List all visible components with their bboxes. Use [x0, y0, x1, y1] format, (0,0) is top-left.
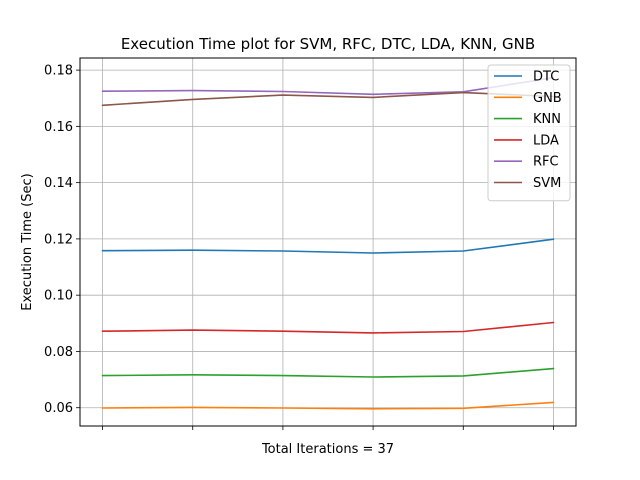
y-tick-label: 0.10: [44, 289, 73, 304]
series-lines: [101, 76, 555, 410]
legend-label: KNN: [533, 112, 561, 127]
legend-label: GNB: [533, 91, 562, 106]
y-axis-ticks: 0.06 0.08 0.10 0.12 0.14 0.16 0.18: [44, 64, 80, 416]
legend-box: [487, 64, 571, 202]
y-tick-label: 0.18: [44, 64, 73, 79]
series-line-dtc: [101, 238, 555, 254]
legend-label: LDA: [533, 133, 559, 148]
y-tick-label: 0.08: [44, 345, 73, 360]
y-tick-label: 0.12: [44, 232, 73, 247]
chart-title: Execution Time plot for SVM, RFC, DTC, L…: [121, 35, 535, 53]
plot-frame: [79, 57, 577, 427]
series-line-gnb: [101, 401, 555, 410]
legend-label: SVM: [533, 176, 561, 191]
y-axis-label: Execution Time (Sec): [20, 173, 35, 310]
series-line-knn: [101, 367, 555, 378]
legend-label: RFC: [533, 155, 559, 170]
series-line-svm: [101, 91, 555, 107]
y-tick-label: 0.14: [44, 176, 73, 191]
x-axis-label: Total Iterations = 37: [261, 442, 394, 457]
series-line-rfc: [101, 76, 555, 96]
legend-label: DTC: [533, 70, 559, 85]
y-tick-label: 0.06: [44, 401, 73, 416]
series-line-lda: [101, 321, 555, 334]
legend: DTC GNB KNN LDA RFC SVM: [487, 64, 571, 202]
x-axis-ticks: [102, 426, 554, 430]
y-tick-label: 0.16: [44, 120, 73, 135]
